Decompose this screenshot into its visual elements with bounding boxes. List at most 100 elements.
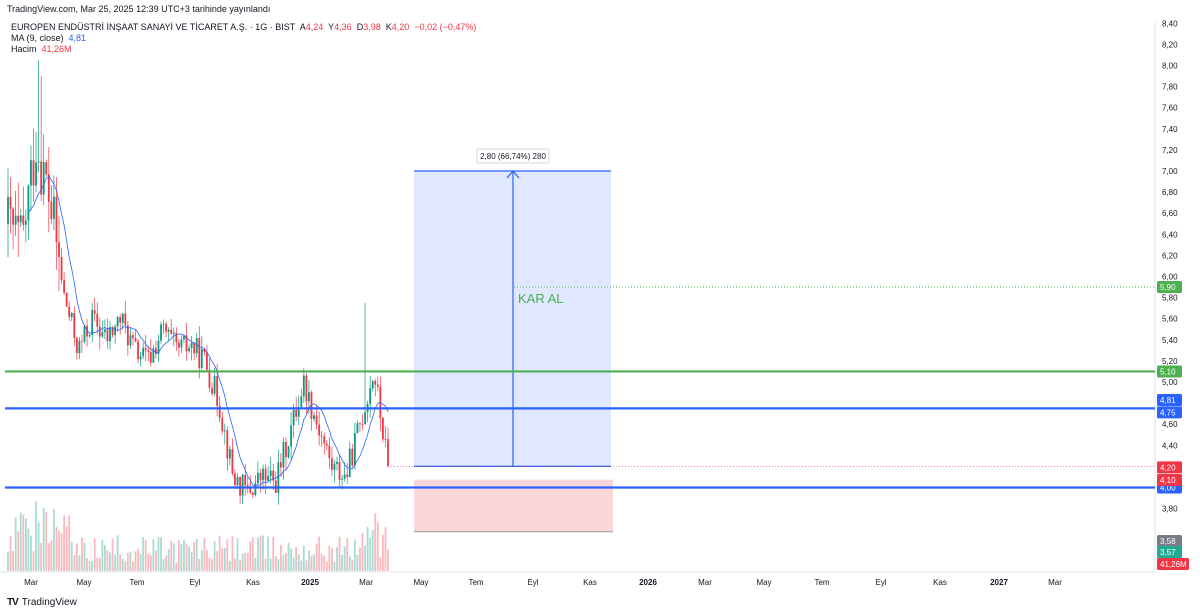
y-tick-label: 6,80 bbox=[1162, 188, 1178, 197]
time-axis[interactable]: Mar May Tem Eyl Kas 2025 Mar May Tem Eyl Kas 2026 Ma… bbox=[24, 578, 1062, 587]
volume-bar bbox=[139, 553, 142, 571]
candle-body bbox=[351, 448, 354, 466]
volume-bar bbox=[218, 535, 221, 571]
volume-bar bbox=[364, 545, 366, 571]
volume-bar bbox=[371, 530, 374, 571]
price-tag-label: 3,58 bbox=[1160, 537, 1176, 546]
symbol-title[interactable]: EUROPEN ENDÜSTRİ İNŞAAT SANAYİ VE TİCARE… bbox=[11, 22, 296, 32]
volume-bar bbox=[137, 549, 139, 571]
long-position[interactable]: 2,80 (66,74%) 280 KAR AL bbox=[414, 148, 613, 533]
y-tick-label: 7,00 bbox=[1162, 167, 1178, 176]
volume-bar bbox=[323, 555, 326, 571]
candle-body bbox=[101, 332, 104, 337]
candle-body bbox=[188, 347, 190, 352]
price-tag bbox=[1157, 406, 1182, 419]
candle-body bbox=[374, 381, 377, 385]
volume-bar bbox=[98, 557, 101, 571]
volume-bar bbox=[346, 537, 349, 571]
y-tick-label: 5,20 bbox=[1162, 357, 1178, 366]
volume-bar bbox=[12, 551, 15, 571]
tradingview-logo[interactable]: TV TradingView bbox=[7, 597, 77, 608]
candle-body bbox=[295, 410, 298, 417]
candle-body bbox=[17, 215, 20, 223]
volume-bar bbox=[88, 560, 91, 571]
volume-bar bbox=[257, 537, 259, 571]
volume-bar bbox=[53, 508, 55, 571]
candle-body bbox=[19, 215, 22, 223]
candle-body bbox=[27, 185, 30, 221]
candle-body bbox=[165, 323, 168, 332]
volume-bar bbox=[203, 537, 206, 571]
volume-bar bbox=[262, 535, 264, 571]
candle-body bbox=[42, 162, 45, 195]
volume-bar bbox=[198, 558, 201, 571]
candle-body bbox=[259, 472, 262, 481]
volume-bar bbox=[172, 543, 175, 571]
candle-body bbox=[318, 424, 321, 436]
y-tick-label: 5,80 bbox=[1162, 294, 1178, 303]
volume-bar bbox=[206, 550, 208, 571]
volume-bar bbox=[318, 536, 321, 571]
volume-bar bbox=[239, 560, 241, 571]
volume-legend[interactable]: Hacim 41,26M bbox=[11, 44, 72, 55]
candle-body bbox=[313, 415, 315, 419]
candle-body bbox=[111, 327, 114, 336]
candle-body bbox=[371, 381, 374, 389]
volume-bar bbox=[384, 527, 387, 571]
candle-body bbox=[236, 477, 239, 486]
candle-body bbox=[292, 410, 295, 426]
candle-body bbox=[75, 338, 78, 354]
price-tag-label: 4,75 bbox=[1160, 408, 1176, 417]
candle-body bbox=[147, 350, 150, 352]
volume-bar bbox=[274, 556, 277, 571]
candle-body bbox=[231, 449, 234, 474]
candle-body bbox=[328, 445, 331, 459]
volume-value: 41,26M bbox=[41, 44, 72, 54]
low-label: D bbox=[356, 22, 364, 32]
candle-body bbox=[30, 160, 32, 186]
candle-body bbox=[177, 342, 180, 348]
volume-bar bbox=[295, 546, 298, 571]
price-tag bbox=[1157, 365, 1182, 378]
volume-bar bbox=[142, 537, 145, 571]
candle-body bbox=[228, 449, 231, 459]
volume-bar bbox=[91, 560, 94, 571]
candle-body bbox=[73, 313, 76, 339]
volume-bar bbox=[75, 543, 78, 571]
candle-body bbox=[216, 376, 219, 406]
volume-bar bbox=[116, 535, 119, 571]
volume-bar bbox=[55, 527, 58, 571]
price-tag bbox=[1157, 535, 1182, 547]
volume-bar bbox=[290, 548, 292, 571]
candle-body bbox=[88, 335, 91, 337]
volume-bar bbox=[86, 558, 88, 571]
candle-body bbox=[356, 423, 359, 434]
price-tag bbox=[1157, 473, 1182, 486]
range-label: 2,80 (66,74%) 280 bbox=[480, 152, 546, 161]
y-tick-label: 6,40 bbox=[1162, 230, 1178, 239]
candle-body bbox=[142, 347, 145, 357]
candle-body bbox=[290, 425, 292, 447]
ma-legend[interactable]: MA (9, close) 4,81 bbox=[11, 33, 86, 44]
volume-bar bbox=[320, 553, 323, 571]
candle-body bbox=[149, 351, 152, 363]
volume-bar bbox=[65, 526, 68, 571]
volume-bar bbox=[305, 560, 308, 571]
volume-bar bbox=[96, 557, 99, 571]
horizontal-lines[interactable] bbox=[5, 286, 1155, 489]
volume-bar bbox=[83, 542, 86, 571]
candle-body bbox=[348, 448, 351, 478]
candle-body bbox=[12, 208, 15, 225]
volume-bar bbox=[101, 540, 104, 571]
candle-body bbox=[53, 196, 55, 219]
volume-bar bbox=[231, 536, 234, 571]
candle-body bbox=[172, 332, 175, 334]
volume-bar bbox=[30, 535, 32, 571]
candle-body bbox=[353, 433, 356, 466]
x-tick-label: Eyl bbox=[189, 578, 200, 587]
x-tick-label: May bbox=[756, 578, 771, 587]
volume-bar bbox=[17, 531, 20, 571]
volume-bar bbox=[93, 538, 96, 571]
publish-line: TradingView.com, Mar 25, 2025 12:39 UTC+… bbox=[7, 4, 270, 15]
